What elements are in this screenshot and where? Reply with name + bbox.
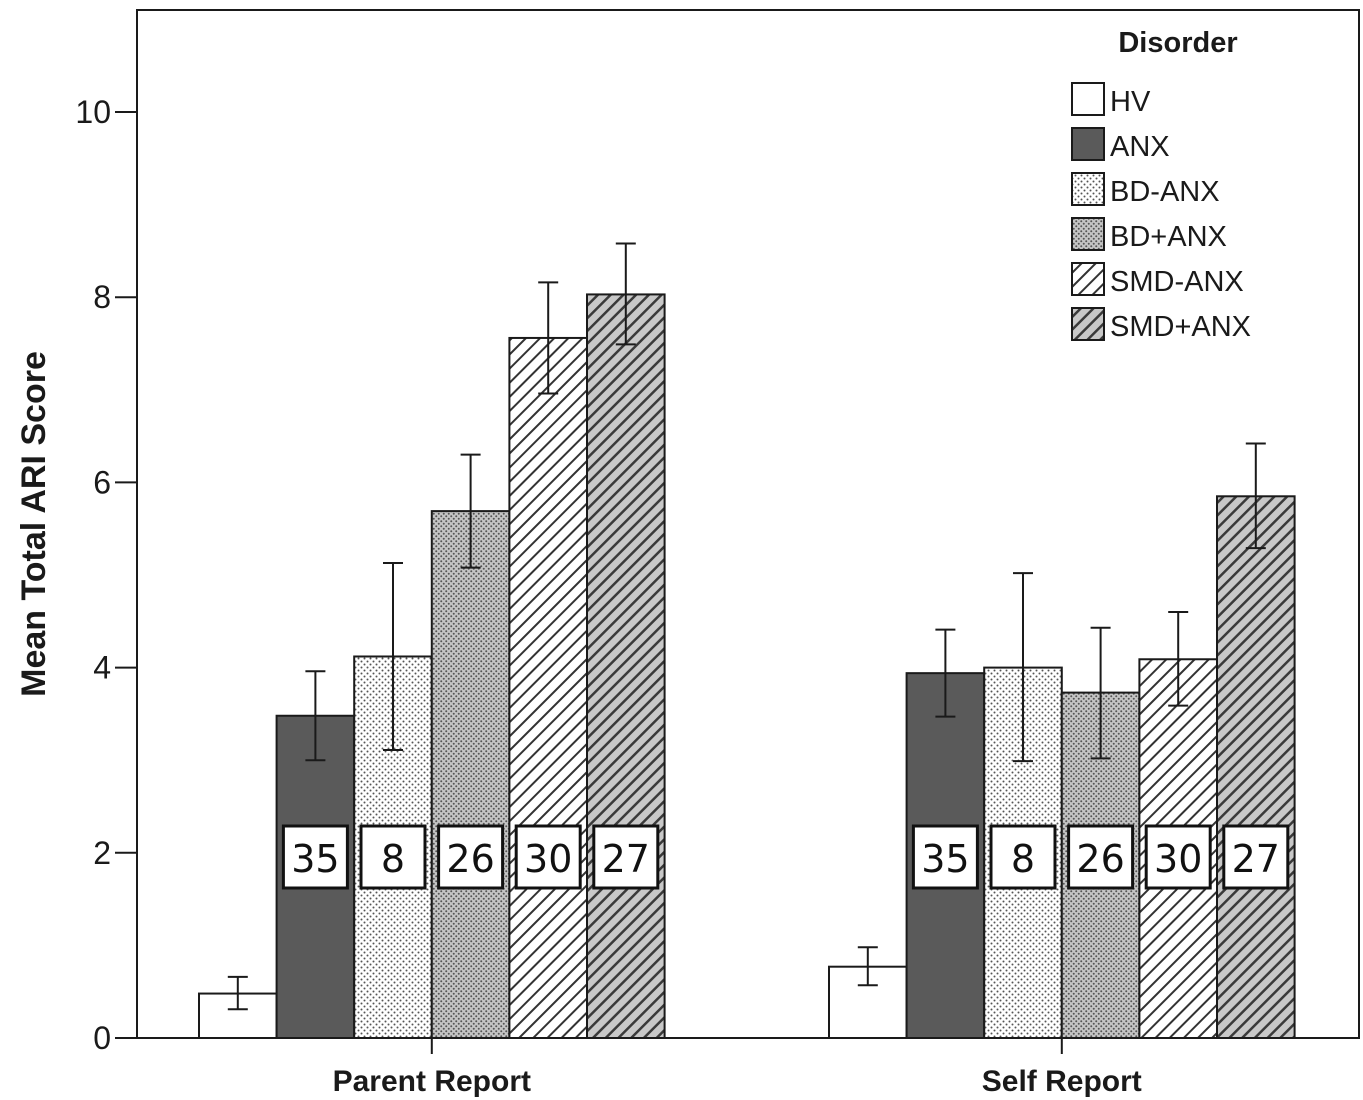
- count-box: [514, 824, 582, 890]
- y-tick-label: 8: [93, 279, 111, 315]
- count-label: 35: [291, 837, 339, 881]
- legend-label: BD+ANX: [1110, 221, 1227, 253]
- legend-swatch: [1071, 217, 1105, 251]
- count-label: 30: [1154, 837, 1202, 881]
- legend: Disorder HV ANX BD-ANX BD+ANX SMD-ANX SMD+ANX: [1071, 27, 1251, 343]
- count-label: 8: [1011, 837, 1035, 881]
- count-box: [1222, 824, 1290, 890]
- bar-smdplus-anx-self: [1216, 495, 1296, 1040]
- count-box: [989, 824, 1057, 890]
- legend-label: SMD+ANX: [1110, 311, 1251, 343]
- legend-swatch: [1071, 262, 1105, 296]
- bar-smdplus-anx-parent: [586, 293, 666, 1039]
- bar-smd-anx-parent: [508, 336, 588, 1040]
- legend-label: ANX: [1110, 131, 1170, 163]
- y-axis: 0 2 4 6 8 10: [75, 94, 137, 1056]
- y-axis-title: Mean Total ARI Score: [15, 351, 53, 697]
- legend-swatch: [1071, 172, 1105, 206]
- bar-bdplus-anx-parent: [430, 510, 511, 1039]
- count-label: 8: [381, 837, 405, 881]
- count-box: [592, 824, 660, 890]
- legend-label: SMD-ANX: [1110, 266, 1244, 298]
- x-category-label: Parent Report: [333, 1065, 531, 1098]
- y-tick-label: 0: [93, 1020, 111, 1056]
- count-label: 27: [1232, 837, 1280, 881]
- legend-title: Disorder: [1118, 27, 1237, 59]
- y-tick-label: 2: [93, 835, 111, 871]
- count-label: 26: [446, 837, 494, 881]
- x-category-label: Self Report: [982, 1065, 1142, 1098]
- count-label: 30: [524, 837, 572, 881]
- count-box: [1067, 824, 1135, 890]
- x-axis: Parent Report Self Report: [333, 1038, 1142, 1098]
- legend-label: HV: [1110, 86, 1151, 118]
- legend-label: BD-ANX: [1110, 176, 1220, 208]
- count-box: [437, 824, 505, 890]
- count-box: [359, 824, 427, 890]
- y-tick-label: 6: [93, 464, 111, 500]
- count-box: [1144, 824, 1212, 890]
- count-box: [911, 824, 979, 890]
- bars: 35 8 26 30 27 35 8 26 30 27: [198, 242, 1296, 1040]
- legend-swatch: [1071, 82, 1105, 116]
- count-box: [281, 824, 349, 890]
- y-tick-label: 4: [93, 650, 111, 686]
- y-tick-label: 10: [75, 94, 111, 130]
- legend-swatch: [1071, 307, 1105, 341]
- count-label: 26: [1076, 837, 1124, 881]
- count-label: 27: [602, 837, 650, 881]
- legend-swatch: [1071, 127, 1105, 161]
- count-label: 35: [921, 837, 969, 881]
